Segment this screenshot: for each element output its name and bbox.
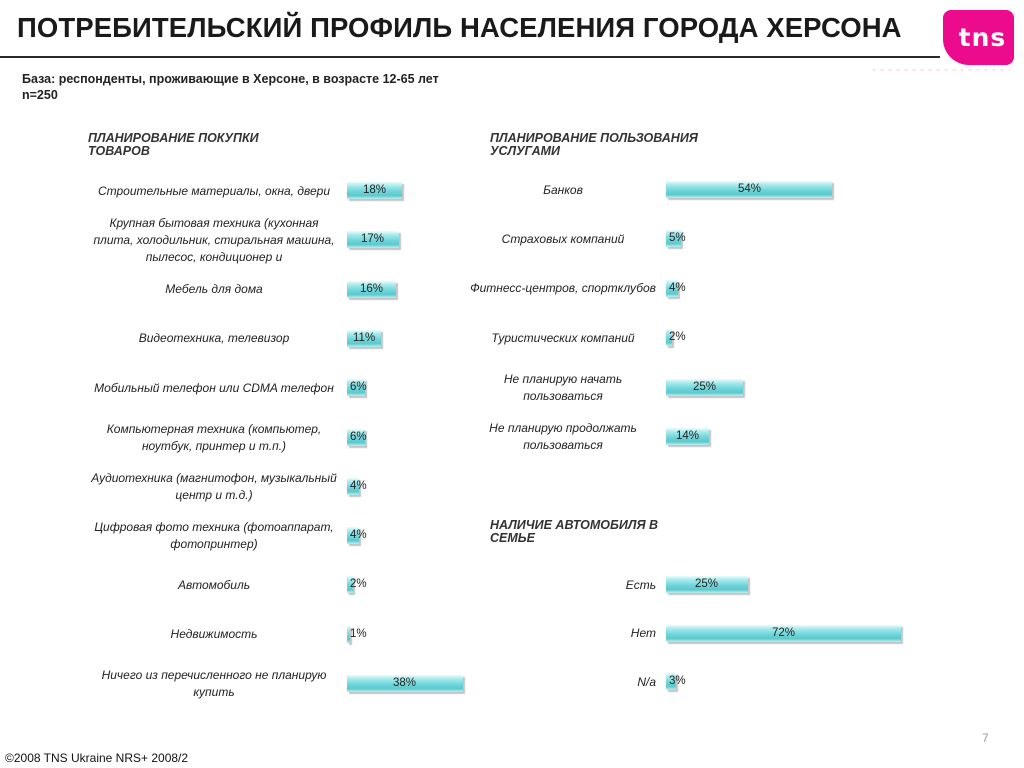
goods-value-label: 1% bbox=[350, 627, 367, 640]
title-divider bbox=[0, 56, 940, 58]
services-bar bbox=[666, 230, 682, 248]
goods-bar bbox=[347, 231, 399, 249]
goods-category-label: Строительные материалы, окна, двери bbox=[97, 184, 330, 198]
car-value-label: 72% bbox=[772, 626, 796, 639]
car-bar bbox=[666, 673, 676, 690]
goods-value-label: 11% bbox=[353, 331, 376, 344]
goods-category-label: Аудиотехника (магнитофон, музыкальный це… bbox=[91, 471, 337, 502]
services-value-label: 5% bbox=[669, 232, 686, 245]
services-value-label: 4% bbox=[669, 281, 686, 294]
goods-category-label: Недвижимость bbox=[170, 627, 258, 641]
goods-category-label: Автомобиль bbox=[177, 578, 251, 592]
sample-base: База: респонденты, проживающие в Херсоне… bbox=[22, 71, 439, 103]
footer-copyright: ©2008 TNS Ukraine NRS+ 2008/2 bbox=[5, 751, 189, 765]
goods-category-label: Крупная бытовая техника (кухонная плита,… bbox=[93, 216, 335, 264]
goods-bar bbox=[347, 675, 463, 692]
car-value-label: 3% bbox=[669, 675, 686, 687]
services-bar bbox=[666, 378, 743, 396]
services-bar bbox=[666, 329, 673, 347]
goods-bar bbox=[347, 280, 396, 298]
goods-bar bbox=[347, 329, 381, 347]
services-bar bbox=[666, 181, 833, 198]
car-category-label: Нет bbox=[630, 626, 656, 640]
goods-bar bbox=[347, 379, 366, 397]
sample-size: n=250 bbox=[22, 88, 58, 102]
services-value-label: 2% bbox=[669, 331, 686, 344]
goods-value-label: 6% bbox=[350, 430, 367, 443]
services-category-label: Не планирую продолжать пользоваться bbox=[489, 421, 637, 452]
chart-title-services: ПЛАНИРОВАНИЕ ПОЛЬЗОВАНИЯ УСЛУГАМИ bbox=[490, 131, 698, 158]
goods-value-label: 16% bbox=[360, 282, 384, 295]
chart-title-car: НАЛИЧИЕ АВТОМОБИЛЯ В СЕМЬЕ bbox=[490, 518, 659, 545]
goods-bar bbox=[347, 576, 354, 594]
goods-category-label: Мобильный телефон или CDMA телефон bbox=[94, 381, 334, 395]
goods-category-label: Мебель для дома bbox=[165, 282, 263, 296]
slide-title: ПОТРЕБИТЕЛЬСКИЙ ПРОФИЛЬ НАСЕЛЕНИЯ ГОРОДА… bbox=[17, 12, 902, 43]
goods-category-label: Видеотехника, телевизор bbox=[138, 331, 290, 345]
goods-bar bbox=[347, 625, 351, 643]
car-category-label: Есть bbox=[625, 578, 656, 592]
car-bar bbox=[666, 576, 748, 593]
services-value-label: 54% bbox=[738, 183, 762, 195]
services-value-label: 14% bbox=[676, 430, 700, 442]
logo-text: tns bbox=[958, 23, 1007, 52]
goods-bar bbox=[347, 527, 360, 545]
page-number: 7 bbox=[982, 731, 989, 745]
goods-value-label: 17% bbox=[361, 233, 385, 246]
goods-category-label: Ничего из перечисленного не планирую куп… bbox=[101, 668, 327, 699]
sample-base-description: База: респонденты, проживающие в Херсоне… bbox=[22, 72, 439, 86]
goods-bar bbox=[347, 477, 360, 495]
car-category-label: N/a bbox=[637, 675, 656, 689]
services-category-label: Фитнесс-центров, спортклубов bbox=[470, 281, 656, 295]
goods-value-label: 38% bbox=[393, 677, 417, 689]
services-category-label: Страховых компаний bbox=[501, 232, 625, 246]
goods-value-label: 4% bbox=[350, 479, 367, 492]
goods-bar bbox=[347, 428, 366, 446]
goods-value-label: 18% bbox=[363, 184, 387, 196]
services-bar bbox=[666, 428, 710, 445]
services-category-label: Не планирую начать пользоваться bbox=[503, 372, 623, 403]
chart-title-goods: ПЛАНИРОВАНИЕ ПОКУПКИ ТОВАРОВ bbox=[88, 131, 259, 158]
services-bar bbox=[666, 279, 679, 297]
goods-value-label: 6% bbox=[350, 381, 367, 394]
logo-dots-decoration bbox=[870, 68, 1010, 72]
goods-value-label: 4% bbox=[350, 529, 367, 542]
services-category-label: Туристических компаний bbox=[491, 331, 635, 345]
car-bar bbox=[666, 624, 901, 642]
goods-category-label: Компьютерная техника (компьютер, ноутбук… bbox=[106, 422, 322, 453]
tns-logo: tns bbox=[943, 10, 1014, 65]
car-value-label: 25% bbox=[695, 578, 719, 590]
services-value-label: 25% bbox=[693, 380, 717, 393]
goods-category-label: Цифровая фото техника (фотоаппарат, фото… bbox=[94, 520, 334, 551]
services-category-label: Банков bbox=[543, 183, 583, 197]
goods-value-label: 2% bbox=[350, 578, 367, 591]
goods-bar bbox=[347, 182, 402, 199]
